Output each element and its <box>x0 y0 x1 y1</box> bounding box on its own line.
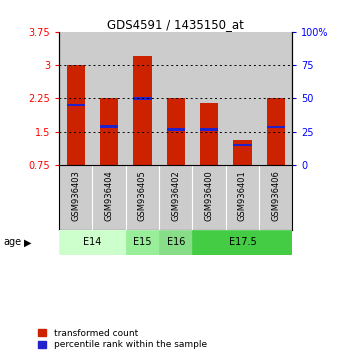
Bar <box>133 97 152 100</box>
Bar <box>93 32 126 165</box>
Bar <box>233 143 251 146</box>
Bar <box>67 65 85 165</box>
Bar <box>126 230 159 255</box>
Bar <box>233 141 251 165</box>
Text: E17.5: E17.5 <box>228 237 256 247</box>
Bar <box>259 165 292 230</box>
Text: GSM936401: GSM936401 <box>238 170 247 221</box>
Bar <box>192 32 226 165</box>
Text: E14: E14 <box>83 237 102 247</box>
Bar <box>67 104 85 106</box>
Text: age: age <box>3 237 22 247</box>
Bar <box>226 32 259 165</box>
Bar <box>159 32 192 165</box>
Bar <box>100 98 118 165</box>
Bar <box>126 165 159 230</box>
Bar <box>192 165 226 230</box>
Bar <box>159 165 192 230</box>
Text: ▶: ▶ <box>24 237 31 247</box>
Legend: transformed count, percentile rank within the sample: transformed count, percentile rank withi… <box>38 329 207 349</box>
Bar <box>93 165 126 230</box>
Text: GSM936402: GSM936402 <box>171 170 180 221</box>
Bar <box>267 126 285 129</box>
Text: GSM936406: GSM936406 <box>271 170 280 221</box>
Bar <box>159 230 192 255</box>
Bar <box>100 125 118 127</box>
Text: GSM936403: GSM936403 <box>71 170 80 221</box>
Bar <box>200 128 218 131</box>
Bar <box>167 128 185 131</box>
Text: GSM936400: GSM936400 <box>204 170 214 221</box>
Bar <box>200 103 218 165</box>
Bar <box>59 165 93 230</box>
Bar <box>192 230 292 255</box>
Text: GSM936404: GSM936404 <box>105 170 114 221</box>
Bar <box>59 230 126 255</box>
Bar <box>167 98 185 165</box>
Bar <box>259 32 292 165</box>
Title: GDS4591 / 1435150_at: GDS4591 / 1435150_at <box>107 18 244 31</box>
Bar <box>267 98 285 165</box>
Bar <box>226 165 259 230</box>
Bar <box>133 56 152 165</box>
Text: GSM936405: GSM936405 <box>138 170 147 221</box>
Bar <box>126 32 159 165</box>
Bar <box>59 32 93 165</box>
Text: E16: E16 <box>167 237 185 247</box>
Text: E15: E15 <box>133 237 152 247</box>
